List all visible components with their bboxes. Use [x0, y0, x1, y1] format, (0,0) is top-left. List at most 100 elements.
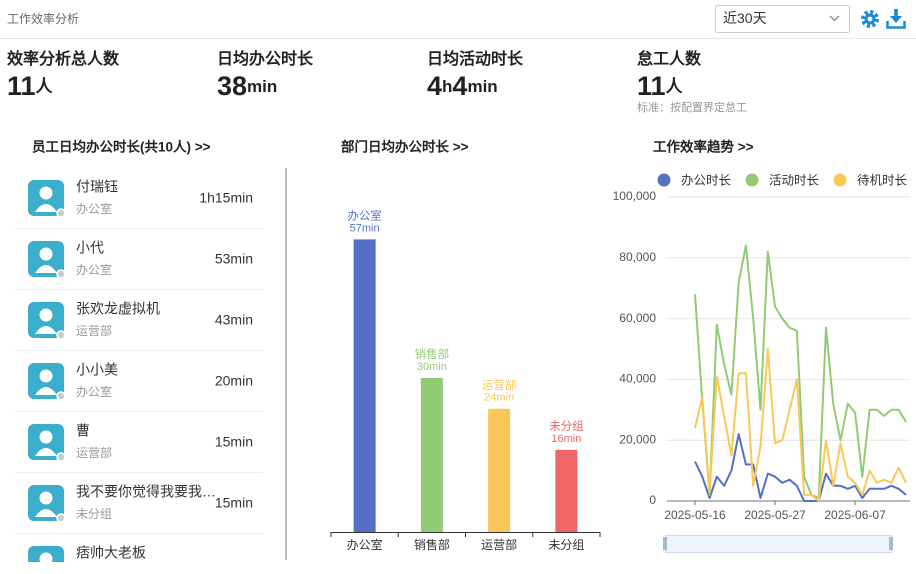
- employee-dept: 未分组: [76, 507, 112, 521]
- select-chevron: [829, 15, 840, 22]
- avatar-head: [39, 247, 53, 261]
- zoom-handle[interactable]: [663, 537, 667, 550]
- page-title: 工作效率分析: [7, 11, 79, 26]
- range-select-value[interactable]: 近30天: [723, 10, 767, 26]
- legend-label: 待机时长: [857, 173, 908, 187]
- bar: [420, 378, 443, 532]
- y-tick-label: 80,000: [619, 250, 656, 264]
- y-tick-label: 0: [649, 493, 656, 507]
- legend-swatch: [657, 173, 671, 187]
- status-dot: [56, 269, 66, 279]
- employee-name: 张欢龙虚拟机: [76, 301, 160, 317]
- employee-duration: 15min: [215, 434, 253, 450]
- bar-value-label: 30min: [417, 361, 447, 373]
- employee-dept: 运营部: [76, 445, 112, 460]
- employee-duration: 15min: [215, 495, 253, 511]
- employee-dept: 办公室: [76, 201, 112, 216]
- bar-value-label: 16min: [551, 433, 581, 445]
- bar-value-label: 24min: [484, 392, 514, 404]
- avatar-head: [39, 186, 53, 200]
- employee-name: 曹: [76, 423, 90, 439]
- x-tick-label: 2025-05-27: [744, 508, 806, 522]
- stat-unit: 人: [36, 77, 54, 96]
- avatar-head: [39, 430, 53, 444]
- avatar-head: [39, 552, 53, 562]
- avatar-body: [35, 326, 57, 334]
- bar: [353, 239, 376, 532]
- status-dot: [56, 513, 66, 523]
- x-tick-label: 办公室: [347, 537, 383, 552]
- x-tick-label: 未分组: [548, 538, 584, 552]
- legend-label: 活动时长: [769, 173, 820, 187]
- stat-number: 11: [637, 71, 666, 101]
- stat-label: 日均办公时长: [217, 49, 314, 68]
- employee-name: 痞帅大老板: [76, 545, 146, 561]
- chart-title: 部门日均办公时长 >>: [341, 139, 469, 155]
- employee-dept: 办公室: [76, 384, 112, 399]
- series-line: [694, 433, 907, 502]
- avatar-body: [35, 204, 57, 212]
- employee-dept: 运营部: [76, 323, 112, 338]
- stat-unit: min: [247, 77, 277, 96]
- y-tick-label: 100,000: [613, 189, 657, 203]
- employee-row[interactable]: 痞帅大老板: [15, 545, 263, 574]
- bar: [555, 449, 578, 532]
- stat-value: 11人: [637, 71, 684, 101]
- avatar-head: [39, 369, 53, 383]
- stat-value: 11人: [7, 71, 54, 101]
- panel-title: 员工日均办公时长(共10人) >>: [32, 139, 211, 155]
- stat-note: 标准：按配置界定怠工: [637, 100, 747, 114]
- bar-value-label: 57min: [350, 222, 380, 234]
- series-line: [694, 244, 907, 499]
- zoom-handle[interactable]: [889, 537, 893, 550]
- bar: [488, 408, 511, 532]
- bar-label-name: 办公室: [347, 208, 382, 222]
- y-tick-label: 20,000: [619, 432, 656, 446]
- stat-label: 怠工人数: [637, 49, 702, 68]
- stat-number: 4h4min: [427, 71, 498, 101]
- bar-label-name: 运营部: [482, 378, 517, 392]
- avatar-body: [35, 509, 57, 517]
- employee-duration: 43min: [215, 312, 253, 328]
- x-tick-label: 运营部: [481, 537, 517, 552]
- employee-name: 我不要你觉得我要我…: [76, 484, 216, 500]
- avatar-body: [35, 448, 57, 456]
- legend-swatch: [745, 173, 759, 187]
- bar-label-name: 未分组: [549, 419, 584, 433]
- stat-value: 4h4min: [427, 71, 498, 101]
- stat-value: 38min: [217, 71, 277, 101]
- status-dot: [56, 452, 66, 462]
- employee-name: 小代: [76, 240, 104, 256]
- settings-icon[interactable]: [861, 10, 879, 28]
- employee-duration: 53min: [215, 251, 253, 267]
- bar-label-name: 销售部: [415, 347, 450, 361]
- employee-name: 小小美: [76, 362, 118, 378]
- stat-label: 效率分析总人数: [7, 49, 120, 68]
- x-tick-label: 销售部: [414, 537, 450, 552]
- employee-duration: 20min: [215, 373, 253, 389]
- avatar-head: [39, 308, 53, 322]
- avatar-body: [35, 387, 57, 395]
- y-tick-label: 60,000: [619, 311, 656, 325]
- y-tick-label: 40,000: [619, 372, 656, 386]
- avatar-body: [35, 265, 57, 273]
- stat-label: 日均活动时长: [427, 49, 524, 68]
- zoom-slider[interactable]: [665, 535, 892, 553]
- employee-row[interactable]: 我不要你觉得我要我… 未分组 15min: [15, 484, 263, 534]
- status-dot: [56, 391, 66, 401]
- stat-number: 38: [217, 71, 247, 101]
- stat-unit: 人: [666, 77, 684, 96]
- range-select[interactable]: [715, 5, 850, 33]
- avatar-head: [39, 491, 53, 505]
- status-dot: [56, 330, 66, 340]
- download-icon[interactable]: [886, 9, 906, 29]
- legend-label: 办公时长: [681, 172, 732, 187]
- employee-name: 付瑞钰: [76, 179, 118, 195]
